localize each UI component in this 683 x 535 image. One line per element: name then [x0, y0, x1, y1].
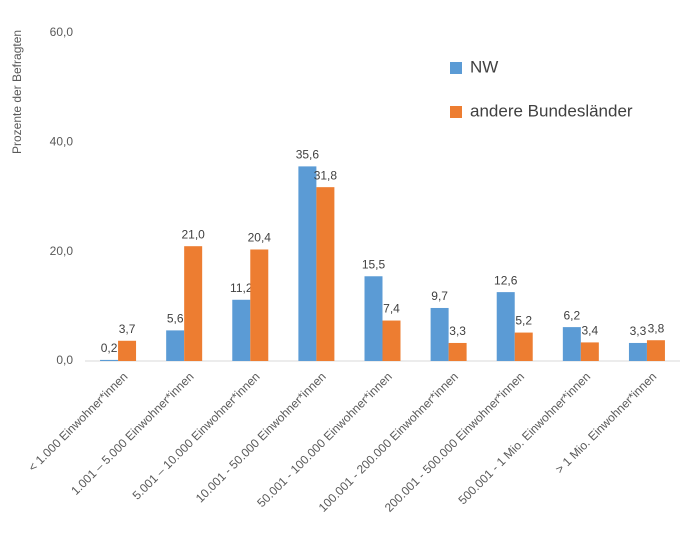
bar [100, 359, 119, 361]
bar [166, 330, 185, 361]
value-label: 15,5 [362, 257, 386, 271]
value-label: 5,2 [515, 314, 532, 328]
value-label: 3,4 [581, 324, 598, 338]
x-tick-label: 10.001 - 50.000 Einwohner*innen [193, 369, 329, 505]
value-label: 31,8 [314, 168, 338, 182]
value-label: 12,6 [494, 273, 518, 287]
bar [232, 299, 251, 361]
value-label: 7,4 [383, 302, 400, 316]
bar [364, 276, 383, 361]
x-tick-label: 200.001 - 500.000 Einwohner*innen [382, 369, 527, 514]
bar [298, 166, 317, 361]
x-tick-label: 5.001 – 10.000 Einwohner*innen [130, 369, 263, 502]
value-label: 9,7 [431, 289, 448, 303]
bar [496, 292, 515, 361]
value-label: 20,4 [248, 231, 272, 245]
x-tick-label: 100.001 - 200.000 Einwohner*innen [316, 369, 461, 514]
value-label: 5,6 [167, 312, 184, 326]
y-tick-label: 40,0 [50, 135, 74, 149]
legend-swatch [450, 106, 462, 118]
y-tick-label: 60,0 [50, 25, 74, 39]
value-label: 21,0 [181, 227, 205, 241]
value-label: 11,2 [230, 281, 253, 295]
y-axis-title: Prozente der Befragten [10, 30, 24, 154]
legend-label: andere Bundesländer [470, 101, 633, 120]
x-tick-label: 1.001 – 5.000 Einwohner*innen [68, 369, 196, 497]
x-tick-label: 500.001 - 1 Mio. Einwohner*innen [455, 369, 593, 507]
value-label: 35,6 [296, 148, 320, 162]
x-tick-label: 50.001 - 100.000 Einwohner*innen [254, 369, 395, 510]
value-label: 0,2 [101, 341, 118, 355]
bar [250, 249, 269, 361]
bar [646, 340, 665, 361]
value-label: 3,3 [630, 324, 647, 338]
value-label: 3,7 [119, 322, 136, 336]
bar [628, 342, 647, 361]
bar [316, 187, 335, 361]
value-label: 3,3 [449, 324, 466, 338]
y-tick-label: 20,0 [50, 244, 74, 258]
legend-label: NW [470, 57, 498, 76]
bar [430, 307, 449, 361]
bar [382, 320, 401, 361]
y-tick-label: 0,0 [56, 353, 73, 367]
bar [580, 342, 599, 361]
value-label: 3,8 [648, 321, 665, 335]
bar [514, 332, 533, 361]
bar [448, 342, 467, 361]
bar [184, 246, 203, 361]
bar [562, 327, 581, 361]
legend-swatch [450, 62, 462, 74]
bar [118, 340, 137, 361]
value-label: 6,2 [563, 308, 580, 322]
